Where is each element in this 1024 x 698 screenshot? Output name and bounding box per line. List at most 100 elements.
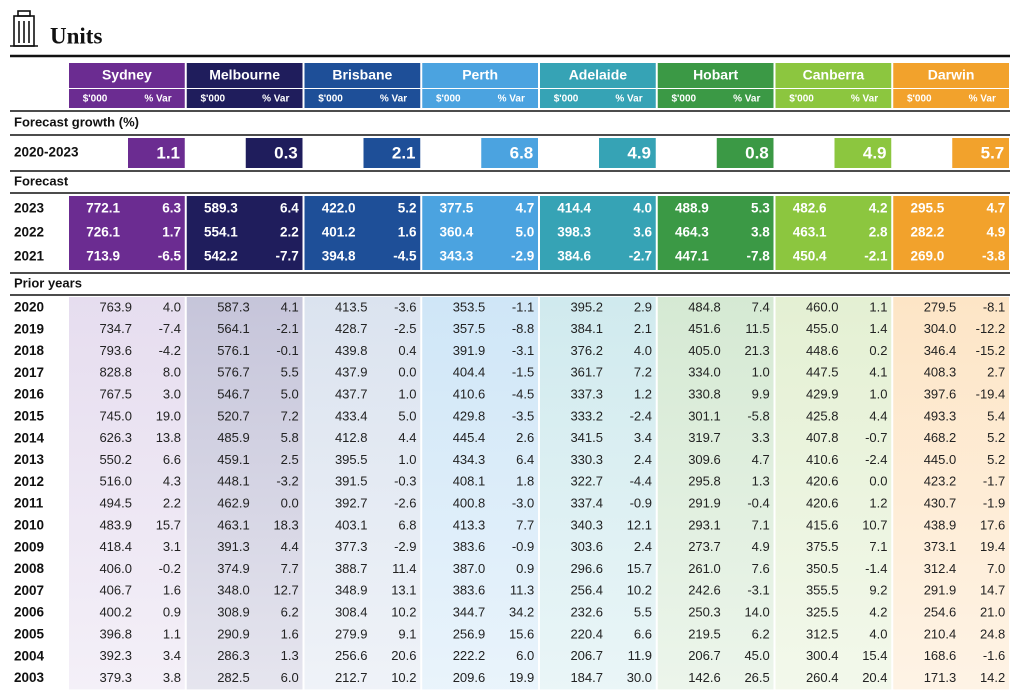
prior-price: 309.6 (688, 452, 721, 467)
prior-var: 1.0 (398, 452, 416, 467)
prior-var: 5.8 (281, 430, 299, 445)
prior-price: 483.9 (99, 517, 132, 532)
prior-var: 6.0 (516, 648, 534, 663)
prior-price: 430.7 (924, 496, 957, 511)
prior-price: 308.9 (217, 605, 250, 620)
forecast-price: 589.3 (204, 201, 238, 216)
prior-price: 418.4 (99, 539, 132, 554)
forecast-var: -7.7 (275, 249, 298, 264)
prior-price: 388.7 (335, 561, 368, 576)
prior-var: 13.1 (391, 583, 416, 598)
prior-price: 828.8 (99, 365, 132, 380)
growth-value: 1.1 (156, 143, 180, 162)
section-label: Forecast (14, 173, 69, 188)
forecast-price: 463.1 (793, 225, 827, 240)
forecast-price: 772.1 (86, 201, 120, 216)
prior-var: 21.3 (744, 343, 769, 358)
city-name: Sydney (102, 67, 152, 83)
forecast-column (775, 196, 892, 270)
column-header: % Var (851, 94, 878, 105)
prior-var: 5.0 (398, 408, 416, 423)
prior-var: 14.7 (980, 583, 1005, 598)
prior-price: 337.4 (570, 496, 603, 511)
prior-var: -2.5 (394, 321, 416, 336)
city-name: Darwin (928, 67, 975, 83)
prior-price: 412.8 (335, 430, 368, 445)
forecast-column (304, 196, 421, 270)
prior-var: 0.9 (163, 605, 181, 620)
row-label: 2011 (14, 496, 44, 511)
prior-var: 0.0 (398, 365, 416, 380)
prior-price: 410.6 (806, 452, 839, 467)
prior-price: 410.6 (453, 387, 486, 402)
prior-var: 7.7 (516, 517, 534, 532)
city-header-cell (69, 63, 185, 88)
prior-var: 3.1 (163, 539, 181, 554)
prior-price: 350.5 (806, 561, 839, 576)
prior-var: 1.6 (281, 626, 299, 641)
forecast-var: -7.8 (746, 249, 770, 264)
prior-price: 550.2 (99, 452, 132, 467)
prior-price: 355.5 (806, 583, 839, 598)
forecast-price: 269.0 (910, 249, 944, 264)
city-name: Brisbane (332, 67, 392, 83)
prior-price: 447.5 (806, 365, 839, 380)
prior-price: 420.6 (806, 474, 839, 489)
forecast-var: -2.7 (629, 249, 652, 264)
prior-var: 4.4 (869, 408, 887, 423)
prior-var: 2.2 (163, 496, 181, 511)
forecast-price: 726.1 (86, 225, 120, 240)
prior-column (657, 297, 774, 690)
row-label: 2017 (14, 365, 44, 380)
forecast-price: 542.2 (204, 249, 238, 264)
prior-price: 420.6 (806, 496, 839, 511)
prior-var: 4.0 (869, 626, 887, 641)
column-header: % Var (144, 94, 171, 105)
column-header-cell (657, 89, 774, 108)
prior-price: 408.1 (453, 474, 486, 489)
prior-price: 348.9 (335, 583, 368, 598)
prior-price: 763.9 (99, 299, 132, 314)
prior-var: -0.9 (630, 496, 652, 511)
prior-price: 341.5 (570, 430, 603, 445)
prior-price: 206.7 (570, 648, 603, 663)
prior-price: 373.1 (924, 539, 957, 554)
prior-price: 232.6 (570, 605, 603, 620)
prior-var: 10.7 (862, 517, 887, 532)
prior-price: 260.4 (806, 670, 839, 685)
city-header-cell (186, 63, 303, 88)
prior-price: 334.0 (688, 365, 721, 380)
prior-var: 4.7 (752, 452, 770, 467)
forecast-var: 2.2 (280, 225, 299, 240)
prior-price: 384.1 (570, 321, 603, 336)
prior-price: 348.0 (217, 583, 250, 598)
prior-var: 1.1 (869, 299, 887, 314)
prior-var: 6.6 (634, 626, 652, 641)
prior-price: 256.4 (570, 583, 603, 598)
prior-var: 7.7 (281, 561, 299, 576)
prior-price: 333.2 (570, 408, 603, 423)
forecast-price: 447.1 (675, 249, 709, 264)
prior-var: 4.4 (398, 430, 416, 445)
prior-var: 4.2 (869, 605, 887, 620)
prior-var: 20.6 (391, 648, 416, 663)
prior-var: 7.4 (752, 299, 770, 314)
row-label: 2013 (14, 452, 45, 467)
prior-var: 3.3 (752, 430, 770, 445)
prior-price: 290.9 (217, 626, 250, 641)
prior-var: 2.4 (634, 452, 652, 467)
forecast-var: 5.0 (515, 225, 534, 240)
growth-value: 6.8 (510, 143, 534, 162)
row-label: 2022 (14, 225, 44, 240)
prior-price: 184.7 (570, 670, 603, 685)
prior-price: 392.7 (335, 496, 368, 511)
prior-var: 3.4 (163, 648, 181, 663)
prior-price: 445.0 (924, 452, 957, 467)
forecast-column (657, 196, 774, 270)
prior-var: 1.0 (752, 365, 770, 380)
growth-value: 0.8 (745, 143, 769, 162)
row-label: 2007 (14, 583, 44, 598)
prior-var: 4.1 (869, 365, 887, 380)
forecast-price: 282.2 (910, 225, 944, 240)
prior-var: 4.1 (281, 299, 299, 314)
